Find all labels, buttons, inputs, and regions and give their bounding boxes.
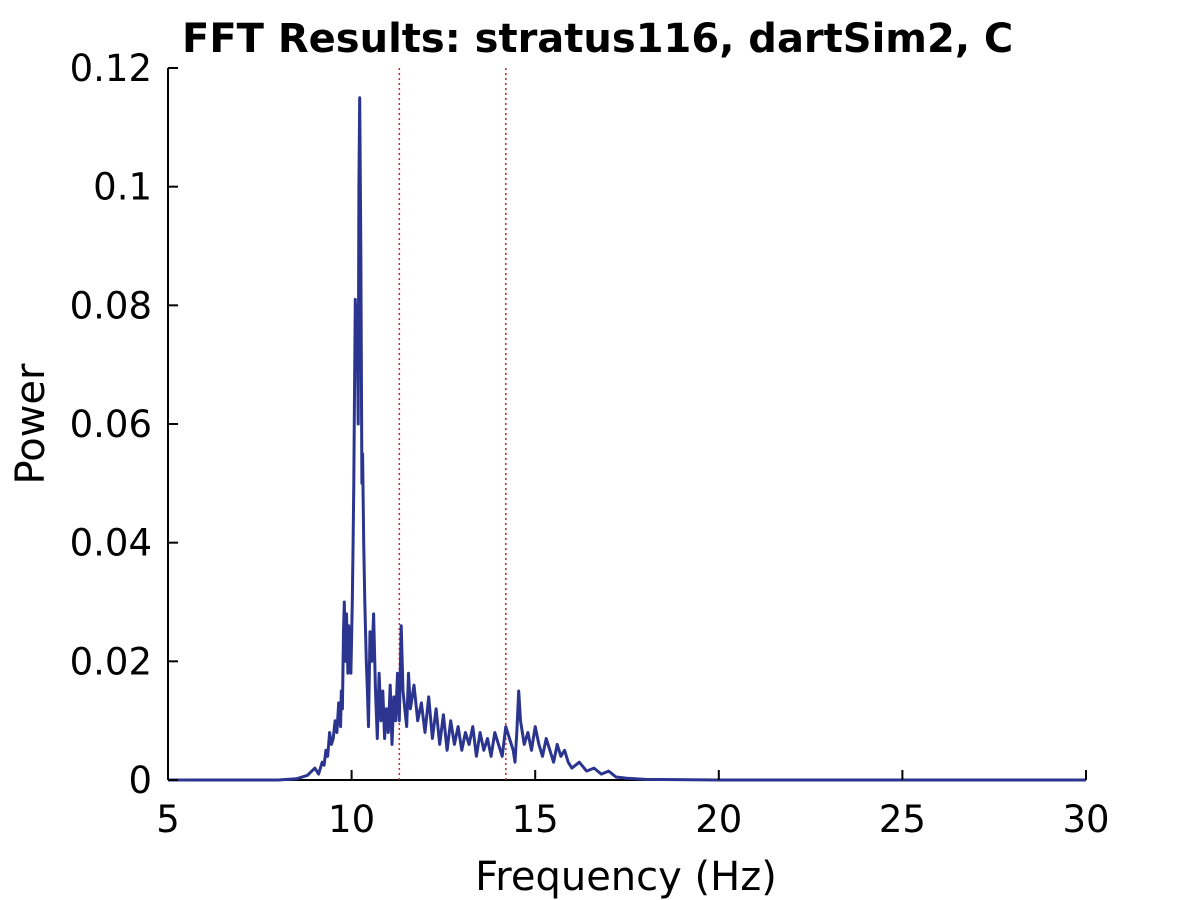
y-tick-label: 0.08 xyxy=(70,284,152,327)
axes xyxy=(167,68,1086,781)
x-tick-label: 30 xyxy=(1062,798,1109,841)
y-axis-label: Power xyxy=(8,363,54,484)
x-tick-label: 15 xyxy=(512,798,559,841)
chart-title: FFT Results: stratus116, dartSim2, C xyxy=(182,16,1013,62)
series-line xyxy=(168,96,1086,782)
y-tick-label: 0.12 xyxy=(70,47,152,90)
y-tick-label: 0.1 xyxy=(93,166,152,209)
x-tick-label: 20 xyxy=(695,798,742,841)
reference-lines xyxy=(398,68,507,780)
y-tick-label: 0 xyxy=(128,759,152,802)
x-tick-label: 5 xyxy=(156,798,180,841)
x-tick-label: 25 xyxy=(879,798,926,841)
y-tick-label: 0.06 xyxy=(70,403,152,446)
x-tick-label: 10 xyxy=(328,798,375,841)
y-tick-label: 0.04 xyxy=(70,522,152,565)
x-axis-label: Frequency (Hz) xyxy=(475,854,777,900)
y-tick-label: 0.02 xyxy=(70,640,152,683)
ticks: 5 10 15 20 25 30 0 0.02 0.04 0.06 0.08 0.1 0.12 xyxy=(70,47,1110,841)
